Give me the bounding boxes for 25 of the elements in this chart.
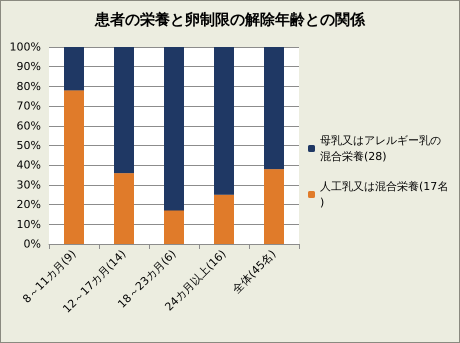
y-tick-label: 60%	[16, 119, 41, 132]
y-tick-label: 90%	[16, 60, 41, 74]
y-tick-label: 40%	[16, 158, 41, 172]
y-tick-label: 70%	[16, 100, 41, 113]
y-tick-label: 80%	[16, 80, 41, 93]
x-tick-label: 全体(45名)	[230, 247, 279, 296]
bar	[114, 173, 134, 244]
legend-label: 母乳又はアレルギー乳の混合栄養(28)	[320, 134, 441, 163]
y-tick-label: 10%	[16, 218, 41, 231]
legend-label: 人工乳又は混合栄養(17名)	[320, 180, 448, 209]
y-tick-label: 20%	[16, 198, 41, 212]
y-tick-label: 50%	[16, 139, 41, 152]
bar	[64, 90, 84, 244]
bar	[214, 194, 234, 244]
bar	[164, 210, 184, 244]
bar	[264, 169, 284, 244]
bar	[164, 47, 184, 211]
bar	[214, 47, 234, 195]
bar	[64, 47, 84, 90]
bar	[114, 47, 134, 174]
chart-title: 患者の栄養と卵制限の解除年齢との関係	[94, 10, 366, 28]
y-tick-label: 30%	[16, 178, 41, 192]
y-tick-label: 0%	[24, 238, 41, 250]
bar	[264, 47, 284, 170]
y-tick-label: 100%	[10, 40, 41, 54]
